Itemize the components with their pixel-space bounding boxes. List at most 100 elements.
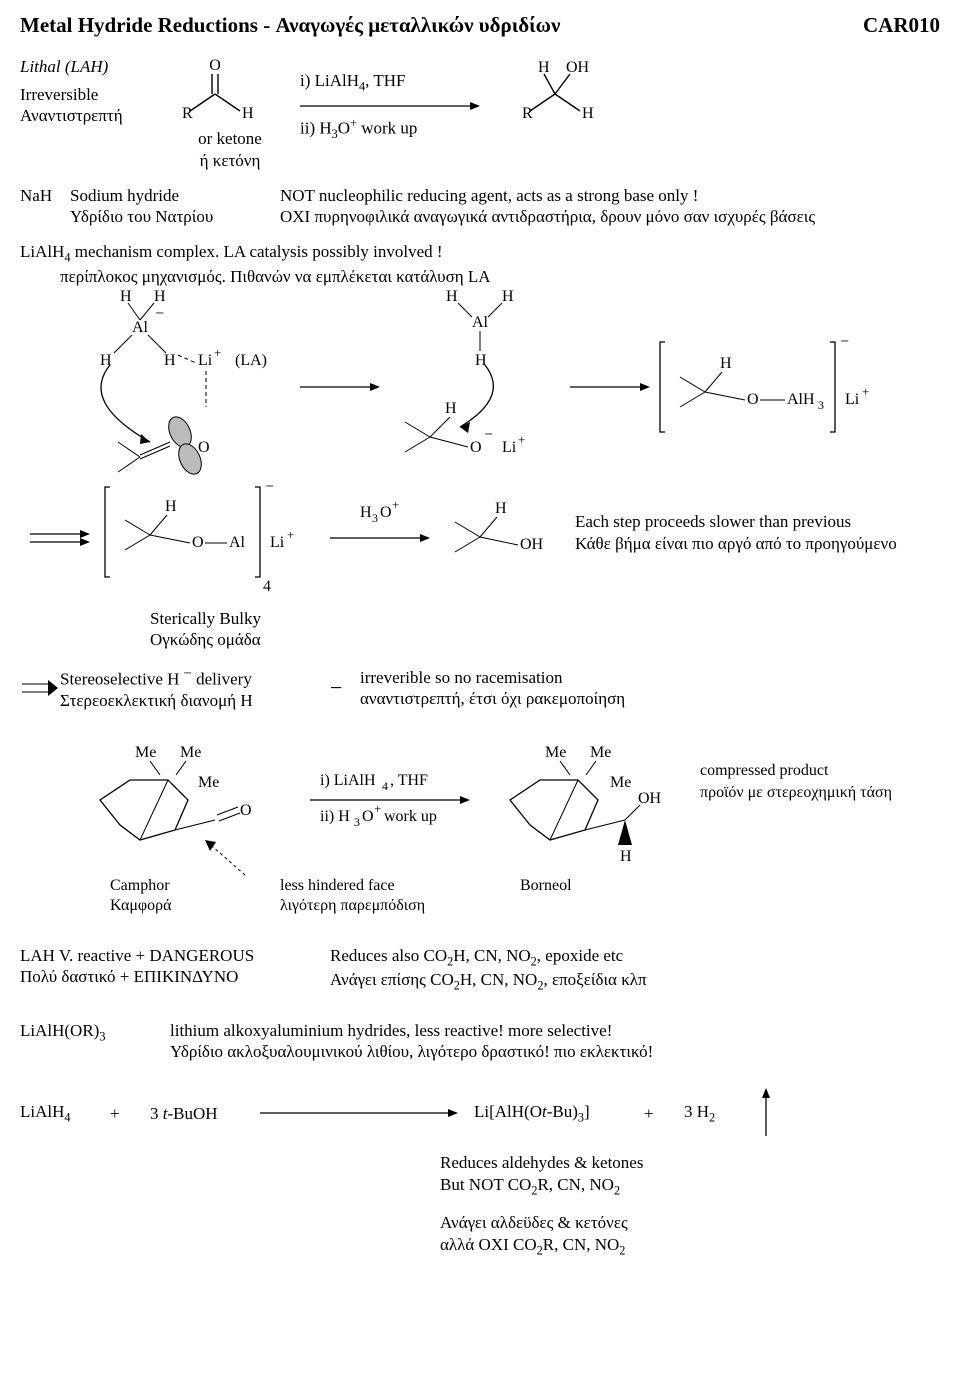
- lah-row: LAH V. reactive + DANGEROUS Πολύ δαστικό…: [20, 945, 940, 994]
- svg-text:H: H: [165, 498, 177, 515]
- irr-en: irreverible so no racemisation: [360, 667, 625, 688]
- svg-text:⁻: ⁻: [840, 334, 850, 354]
- stereo-row: Stereoselective H − delivery Στερεοεκλεκ…: [20, 664, 940, 711]
- reduces-el: Ανάγει αλδεϋδες & κετόνες αλλά ΟΧΙ CO2R,…: [440, 1212, 940, 1258]
- page-title: Metal Hydride Reductions - Αναγωγές μετα…: [20, 12, 560, 38]
- reaction-arrow-icon: [260, 1106, 460, 1120]
- irrev-el: Αναντιστρεπτή: [20, 105, 160, 126]
- aldehyde-icon: O R H: [160, 56, 270, 128]
- plus-icon: +: [110, 1103, 150, 1124]
- stereo-en: Stereoselective H − delivery: [60, 664, 330, 690]
- svg-text:Al: Al: [229, 534, 246, 551]
- svg-text:OH: OH: [520, 536, 544, 553]
- stereo-el: Στερεοεκλεκτική διανομή H: [60, 690, 330, 711]
- svg-text:Li: Li: [845, 391, 860, 408]
- svg-text:AlH: AlH: [787, 391, 815, 408]
- svg-text:O: O: [747, 391, 759, 408]
- svg-text:H: H: [120, 288, 132, 305]
- svg-text:Me: Me: [180, 744, 201, 761]
- svg-text:Borneol: Borneol: [520, 877, 572, 894]
- svg-text:H: H: [582, 105, 594, 122]
- mechanism-diagram-1: Al ⁻ H H H H Li+ (LA) O Al H H H: [20, 287, 920, 477]
- svg-text:less hindered face: less hindered face: [280, 877, 395, 894]
- svg-text:, THF: , THF: [390, 772, 428, 789]
- svg-text:Al: Al: [472, 314, 489, 331]
- svg-text:3: 3: [818, 398, 824, 412]
- svg-text:O: O: [240, 802, 252, 819]
- svg-text:R: R: [522, 105, 533, 122]
- svg-text:(LA): (LA): [235, 352, 267, 369]
- svg-text:Li: Li: [198, 352, 213, 369]
- equation-row: LiAlH4 + 3 t-BuOH Li[AlH(Ot-Bu)3] + 3 H2: [20, 1088, 940, 1138]
- gas-arrow-icon: [754, 1088, 778, 1138]
- svg-text:3: 3: [372, 511, 378, 525]
- irrev-en: Irreversible: [20, 84, 160, 105]
- bulky-en: Sterically Bulky: [150, 608, 940, 629]
- svg-text:Camphor: Camphor: [110, 877, 170, 894]
- svg-text:Καμφορά: Καμφορά: [110, 897, 172, 914]
- lah-el: Πολύ δαστικό + ΕΠΙΚΙΝΔΥΝΟ: [20, 966, 330, 987]
- svg-text:Me: Me: [198, 774, 219, 791]
- svg-text:H: H: [242, 105, 254, 122]
- bulky-el: Ογκώδης ομάδα: [150, 629, 940, 650]
- svg-text:i) LiAlH: i) LiAlH: [320, 772, 376, 789]
- svg-text:⁻: ⁻: [265, 482, 275, 499]
- minus-icon: −: [330, 674, 360, 702]
- nah-lead: NaH: [20, 185, 70, 206]
- nah-note-en: NOT nucleophilic reducing agent, acts as…: [280, 185, 940, 206]
- svg-text:Li: Li: [502, 439, 517, 456]
- page-code: CAR010: [863, 12, 940, 38]
- svg-text:O: O: [192, 534, 204, 551]
- svg-text:H: H: [502, 288, 514, 305]
- svg-text:+: +: [287, 527, 294, 542]
- svg-text:3: 3: [354, 815, 360, 829]
- svg-text:H: H: [620, 848, 632, 865]
- svg-text:λιγότερη παρεμπόδιση: λιγότερη παρεμπόδιση: [280, 897, 425, 914]
- lialhor-el: Υδρίδιο ακλοξυαλουμινικού λιθίου, λιγότε…: [170, 1041, 653, 1062]
- svg-text:+: +: [374, 801, 381, 816]
- svg-text:Al: Al: [132, 319, 149, 336]
- svg-text:+: +: [518, 432, 525, 447]
- svg-text:H: H: [445, 400, 457, 417]
- svg-text:O: O: [362, 808, 374, 825]
- orketone-en: or ketone: [160, 128, 300, 149]
- mechanism-diagram-2: H O Al ⁻ 4 Li+ H3O+ H OH Each step proce…: [20, 482, 920, 602]
- svg-text:+: +: [862, 384, 869, 399]
- lah-also-en: Reduces also CO2H, CN, NO2, epoxide etc: [330, 945, 647, 970]
- svg-text:+: +: [214, 345, 221, 360]
- mech-intro: LiAlH4 mechanism complex. LA catalysis p…: [20, 241, 940, 266]
- svg-text:⁻: ⁻: [155, 306, 165, 326]
- svg-text:H: H: [100, 352, 112, 369]
- svg-text:Me: Me: [135, 744, 156, 761]
- svg-text:O: O: [470, 439, 482, 456]
- nah-el: Υδρίδιο του Νατρίου: [70, 206, 280, 227]
- reaction-arrow-icon: [300, 101, 480, 111]
- svg-text:+: +: [392, 497, 399, 512]
- page-header: Metal Hydride Reductions - Αναγωγές μετα…: [20, 12, 940, 38]
- svg-text:compressed product: compressed product: [700, 762, 829, 779]
- svg-text:work up: work up: [384, 808, 437, 825]
- svg-text:H: H: [495, 500, 507, 517]
- svg-text:OH: OH: [638, 790, 662, 807]
- camphor-diagram: MeMe Me O i) LiAlH4, THF ii) H3O+ work u…: [20, 725, 920, 925]
- svg-text:ii) H: ii) H: [320, 808, 350, 825]
- lah-en: LAH V. reactive + DANGEROUS: [20, 945, 330, 966]
- svg-text:R: R: [182, 105, 193, 122]
- lah-also-el: Ανάγει επίσης CO2H, CN, NO2, εποξείδια κ…: [330, 969, 647, 994]
- svg-text:O: O: [198, 439, 210, 456]
- orketone-el: ή κετόνη: [160, 150, 300, 171]
- nah-note-el: ΟΧΙ πυρηνοφιλικά αναγωγικά αντιδραστήρια…: [280, 206, 940, 227]
- svg-text:H: H: [720, 355, 732, 372]
- svg-text:προϊόν με στερεοχημική τάση: προϊόν με στερεοχημική τάση: [700, 784, 892, 801]
- nah-en: Sodium hydride: [70, 185, 280, 206]
- cond-i: i) LiAlH4, THF: [300, 70, 500, 95]
- svg-text:Me: Me: [590, 744, 611, 761]
- svg-text:Me: Me: [610, 774, 631, 791]
- mech-intro-el: περίπλοκος μηχανισμός. Πιθανών να εμπλέκ…: [60, 266, 940, 287]
- svg-text:O: O: [380, 504, 392, 521]
- svg-text:H: H: [475, 352, 487, 369]
- svg-text:Li: Li: [270, 534, 285, 551]
- svg-text:⁻: ⁻: [484, 427, 494, 447]
- reduces-en: Reduces aldehydes & ketones But NOT CO2R…: [440, 1152, 940, 1198]
- svg-text:H: H: [360, 504, 372, 521]
